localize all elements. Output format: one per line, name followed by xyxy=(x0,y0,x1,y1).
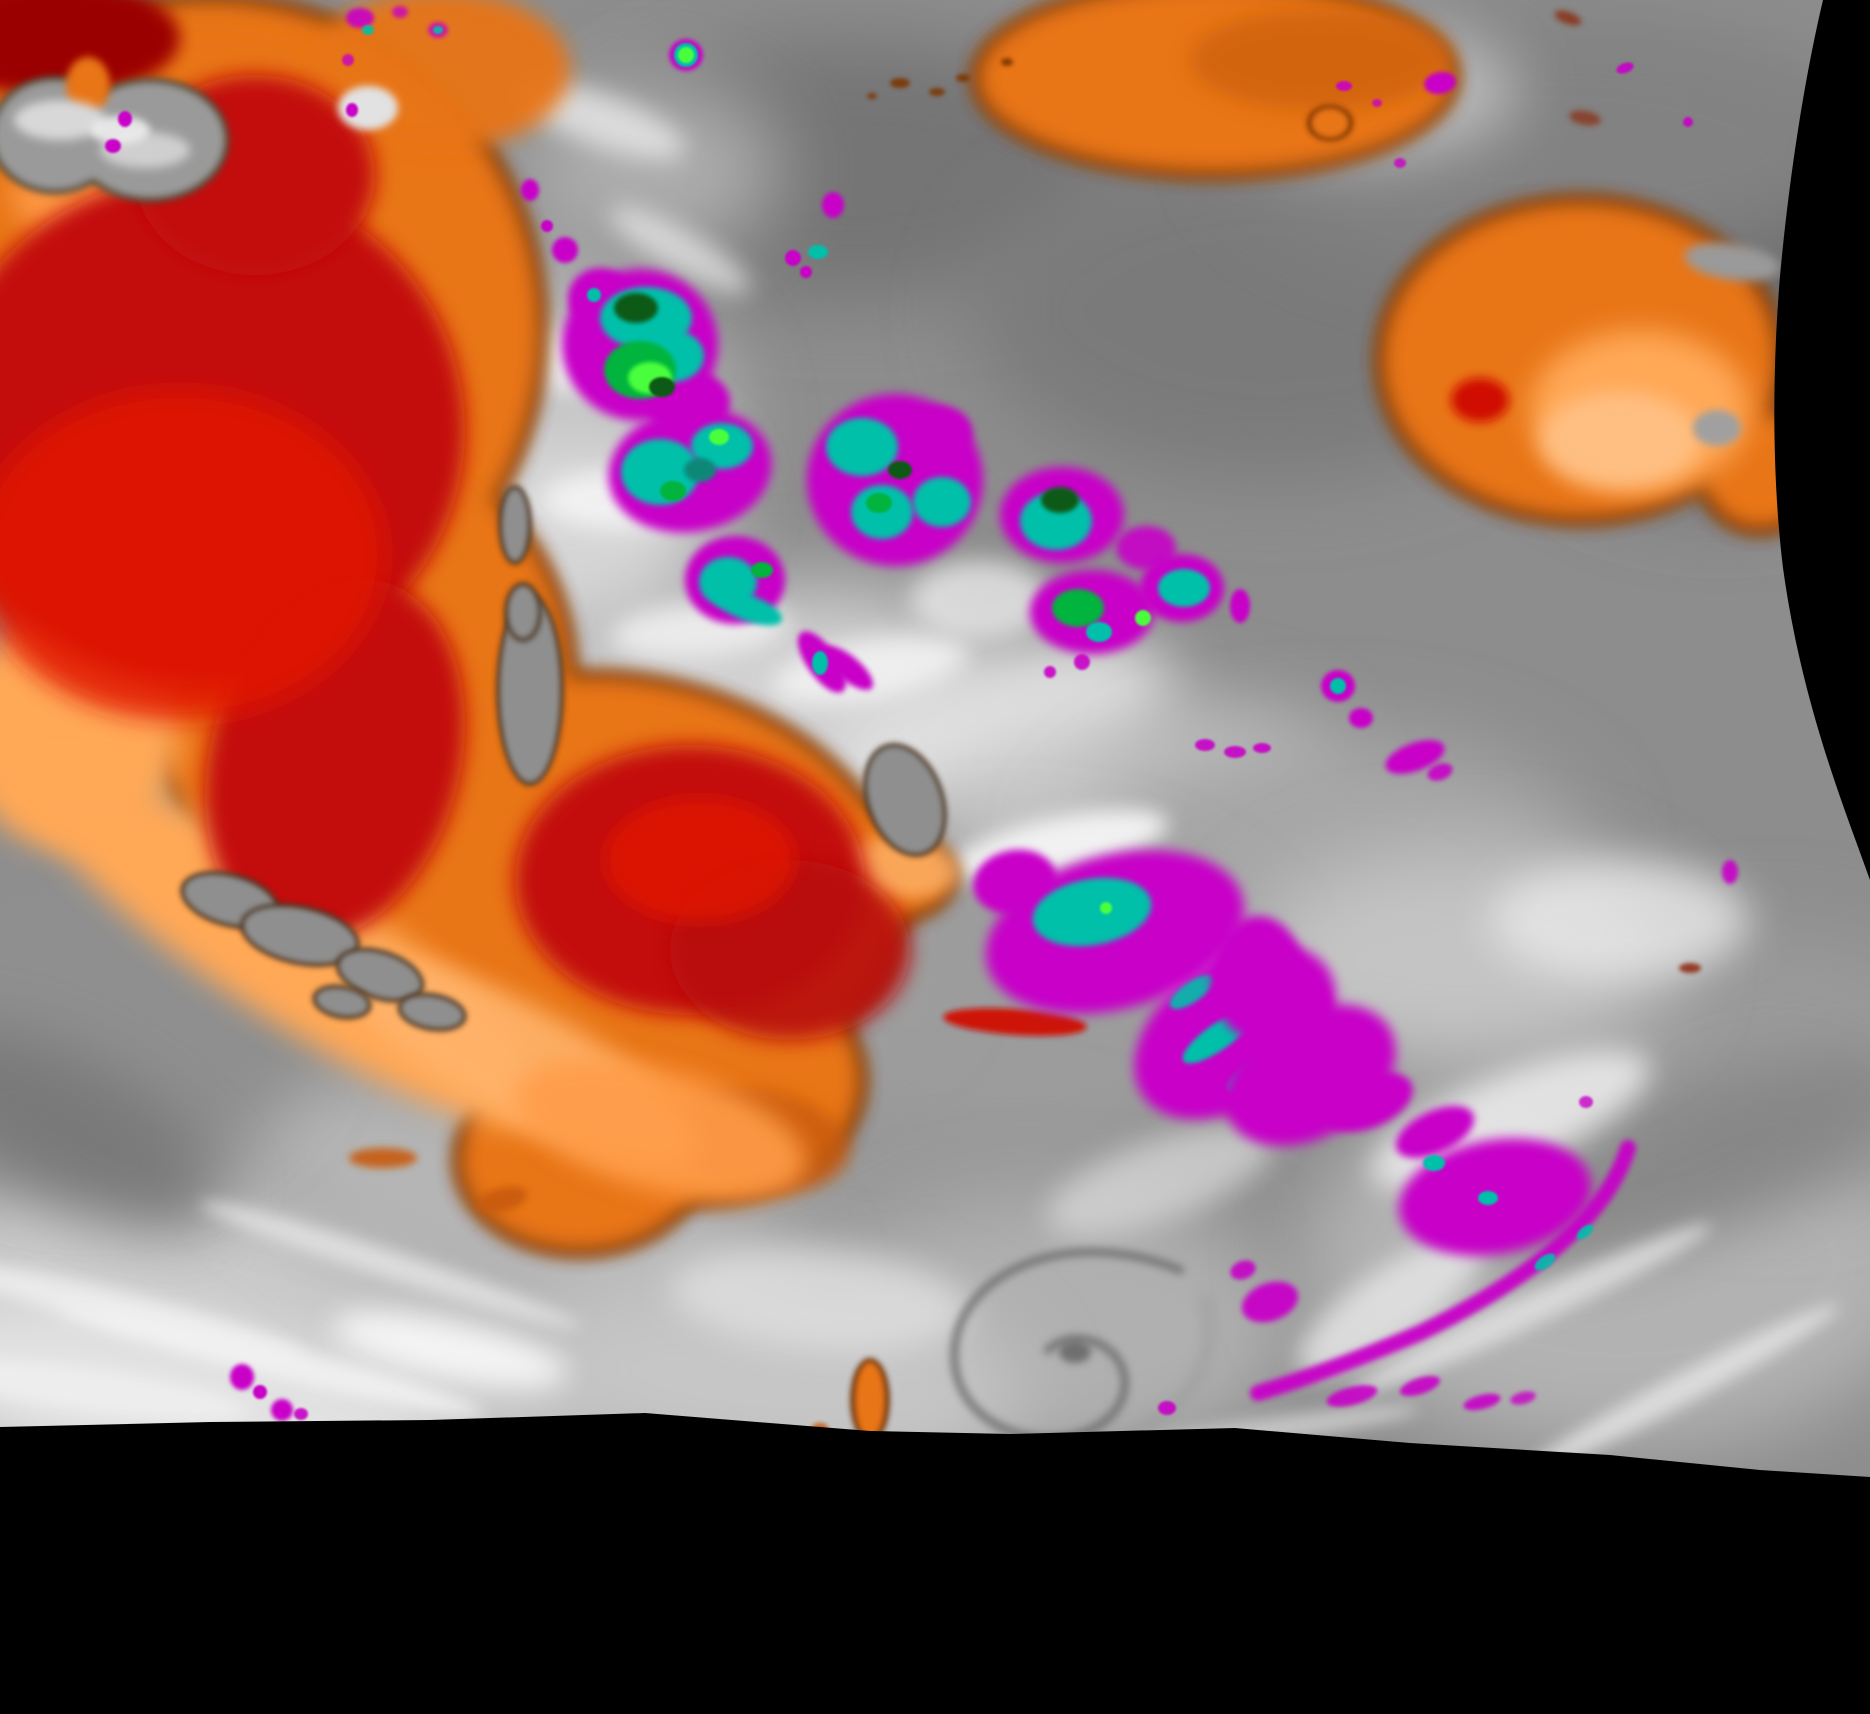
scene-root xyxy=(0,0,1870,1714)
satellite-image xyxy=(0,0,1870,1714)
satellite-image-canvas xyxy=(0,0,1870,1714)
